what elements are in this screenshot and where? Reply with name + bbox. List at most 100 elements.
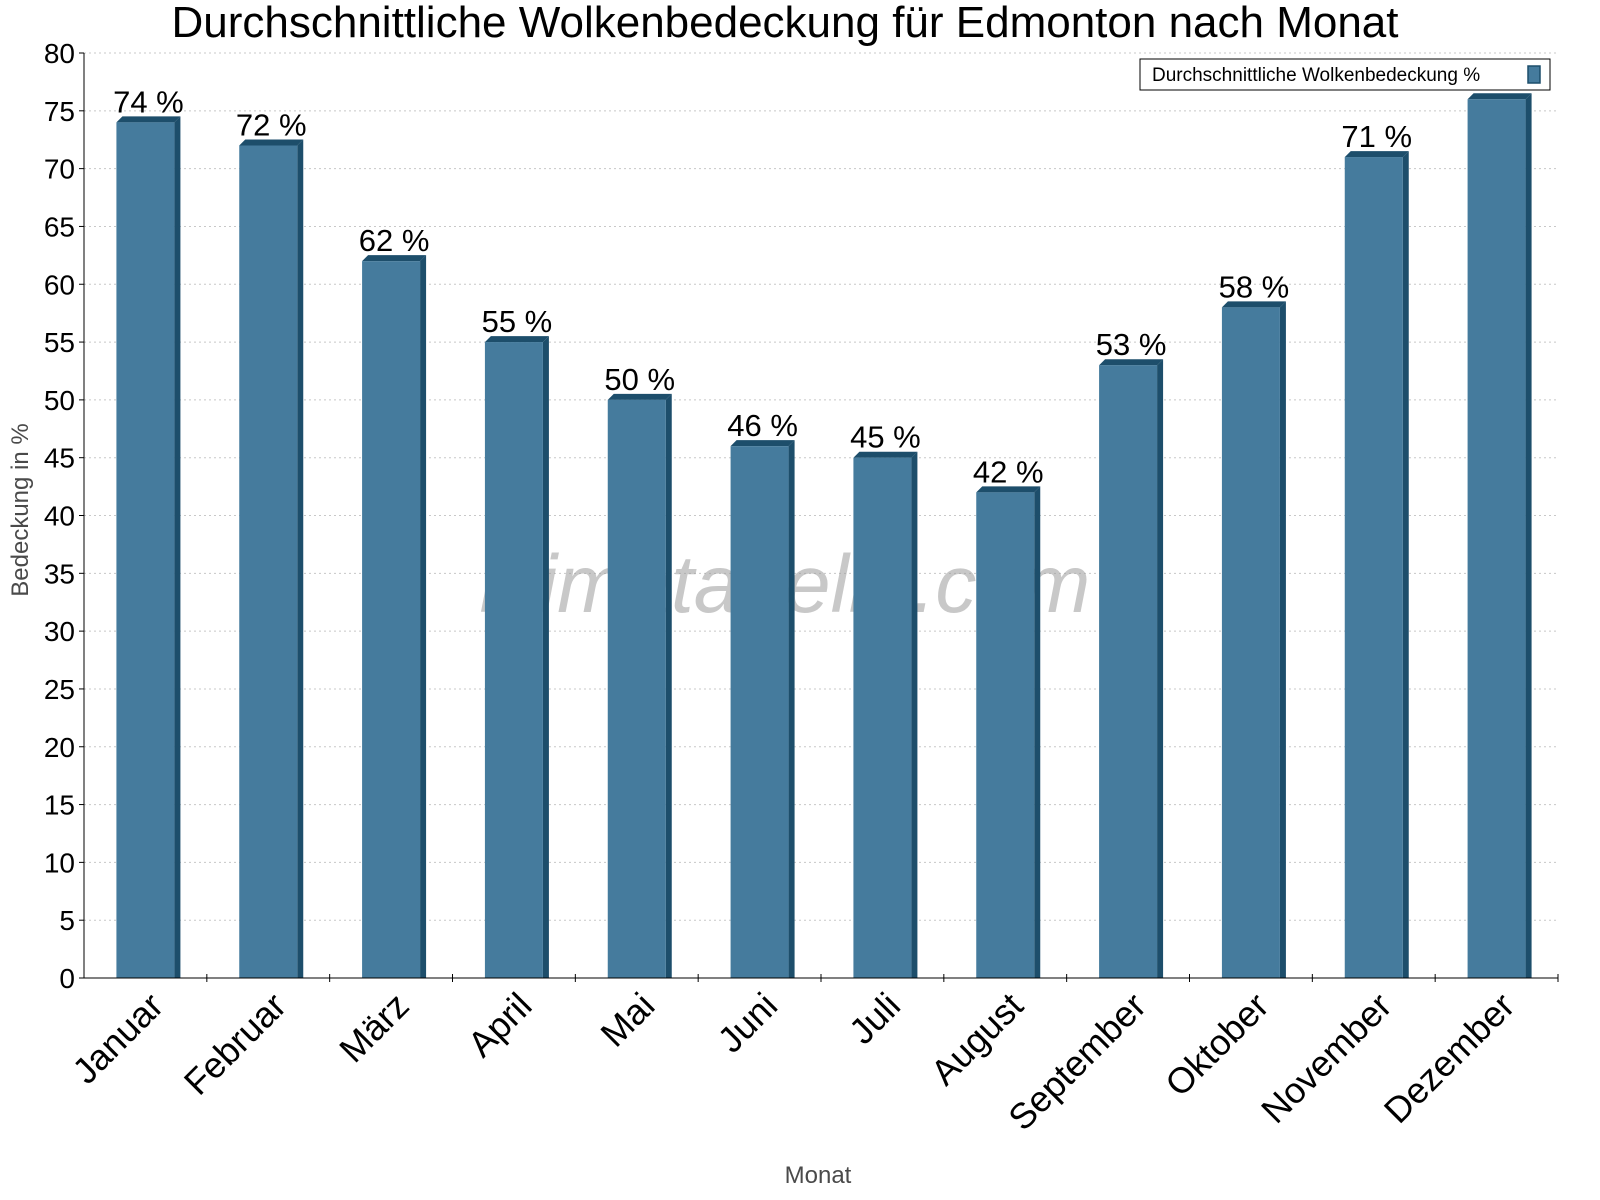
bar-side [1525,93,1532,978]
bar-side [665,393,672,978]
legend-swatch [1527,65,1541,84]
axes [79,52,1559,982]
bar-top [484,336,549,343]
y-tick-label: 65 [44,211,75,242]
bar-series [116,93,1532,978]
x-tick-label: Februar [176,985,294,1103]
data-label: 71 % [1341,119,1412,154]
y-tick-label: 40 [44,501,75,532]
x-tick-label: Januar [64,985,171,1092]
chart-title: Durchschnittliche Wolkenbedeckung für Ed… [172,0,1399,47]
bar-front [116,122,175,978]
bar [239,139,304,978]
bar-front [484,342,543,978]
bar-front [853,457,912,978]
x-axis-label: Monat [785,1162,852,1189]
bar-side [297,139,304,978]
data-labels: 74 % 72 % 62 % 55 % 50 % 46 % 45 % 42 % 53 % 58 %… [113,84,1412,489]
legend-box [1139,58,1551,91]
bar-top [1221,301,1286,308]
x-tick-label: Oktober [1157,985,1277,1105]
y-tick-label: 45 [44,443,75,474]
bar [1344,151,1409,978]
y-tick-label: 60 [44,269,75,300]
data-label: 58 % [1219,269,1290,304]
x-tick-label: August [923,985,1031,1093]
x-tick-label: Dezember [1376,985,1522,1131]
bar-front [239,145,298,978]
x-tick-labels: Januar Februar März April Mai Juni Juli AugustS… [64,985,1522,1139]
bar [1221,301,1286,978]
y-tick-label: 50 [44,385,75,416]
bar-side [911,451,918,978]
y-tick-label: 0 [59,963,75,994]
bar-side [420,255,427,978]
bar-front [362,261,421,978]
bar [1099,359,1164,978]
y-tick-label: 80 [44,38,75,69]
data-label: 42 % [973,454,1044,489]
y-tick-label: 70 [44,154,75,185]
legend: Durchschnittliche Wolkenbedeckung % [1139,58,1551,91]
bar-side [1279,301,1286,978]
legend-entry-label: Durchschnittliche Wolkenbedeckung % [1152,65,1480,86]
gridlines [84,52,1558,921]
data-label: 46 % [727,408,798,443]
y-tick-label: 25 [44,674,75,705]
data-label: 53 % [1096,327,1167,362]
bar-front [1344,157,1403,978]
bar-front [976,492,1035,978]
data-label: 50 % [604,362,675,397]
bar-top [1099,359,1164,366]
y-tick-label: 75 [44,96,75,127]
y-tick-label: 5 [59,905,75,936]
y-tick-label: 15 [44,790,75,821]
bar-top [362,255,427,262]
x-tick-label: November [1253,985,1399,1131]
bar [362,255,427,978]
bar [1467,93,1532,978]
bar-side [1034,486,1041,978]
bar [116,116,181,978]
bar-front [1467,99,1526,978]
y-tick-label: 55 [44,327,75,358]
bar-side [788,440,795,978]
bar-front [730,446,789,978]
y-tick-label: 35 [44,558,75,589]
bar-front [607,399,666,978]
bar-top [1344,151,1409,158]
data-label: 72 % [236,108,307,143]
bar-side [542,336,549,978]
bar-top [976,486,1041,493]
bar [853,451,918,978]
bar [607,393,672,978]
x-tick-label: Juni [710,985,786,1061]
bar-top [116,116,181,123]
bar-top [239,139,304,146]
bar-top [853,451,918,458]
data-label: 45 % [850,420,921,455]
bar-top [1467,93,1532,100]
bar-side [1402,151,1409,978]
y-axis-label: Bedeckung in % [7,423,34,596]
y-tick-labels: 0 5 10 15 20 25 30 35 40 45 50 55 60 65 70 75 80 [44,38,75,994]
data-label: 55 % [482,304,553,339]
bar [730,440,795,978]
bar-side [1157,359,1164,978]
x-tick-label: Juli [841,985,908,1052]
x-tick-label: April [460,985,540,1065]
bar [976,486,1041,978]
bar-top [607,393,672,400]
bar [484,336,549,978]
x-tick-label: Mai [592,985,662,1055]
y-tick-label: 10 [44,847,75,878]
bar-front [1099,365,1158,978]
y-tick-label: 20 [44,732,75,763]
y-tick-label: 30 [44,616,75,647]
bar-top [730,440,795,447]
x-tick-label: März [331,985,417,1071]
bar-side [174,116,181,978]
data-label: 62 % [359,223,430,258]
bar-front [1221,307,1280,978]
